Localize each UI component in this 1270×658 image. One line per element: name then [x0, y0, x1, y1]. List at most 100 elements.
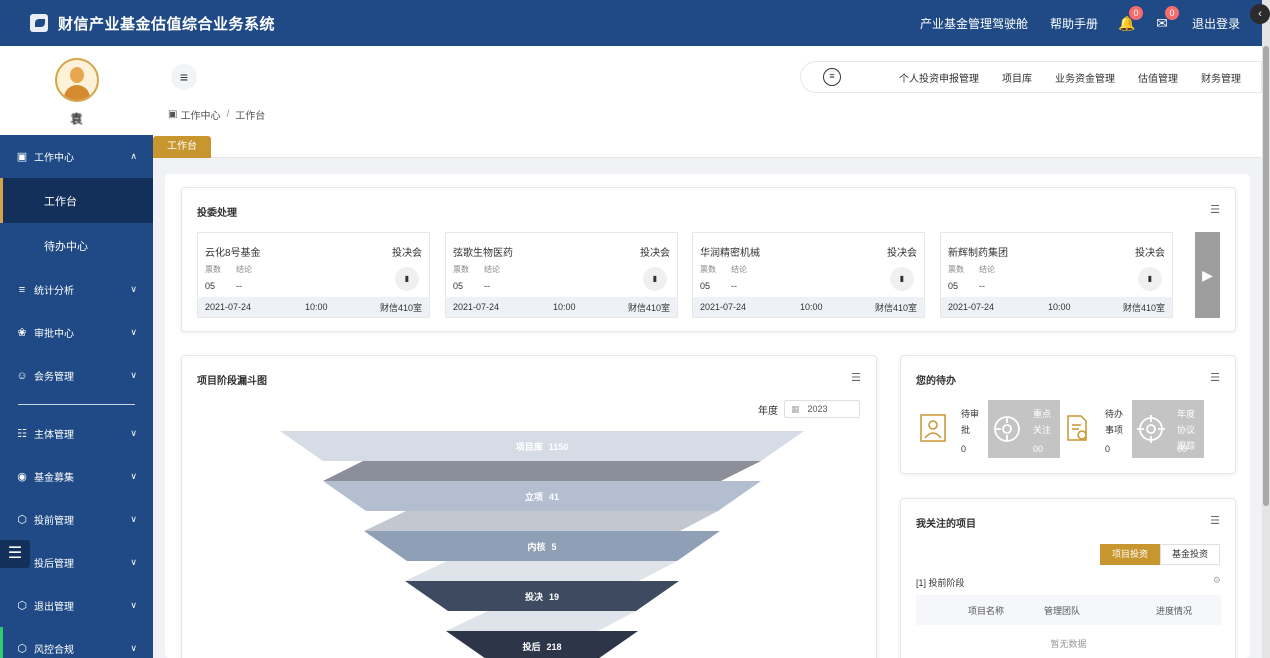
meeting-room: 财信410室 — [874, 302, 917, 313]
meeting-time: 10:00 — [1048, 302, 1071, 312]
breadcrumb-root[interactable]: 工作中心 — [180, 111, 221, 122]
topnav-link-3[interactable]: 估值管理 — [1138, 73, 1178, 85]
menu-circle-icon[interactable]: ≡ — [823, 68, 841, 86]
votes-label: 票数 — [453, 265, 469, 274]
doc-icon[interactable]: ▮ — [643, 267, 667, 291]
chevron-up-icon: ∧ — [130, 151, 137, 161]
todo-tile[interactable]: 待办事项 0 — [1060, 400, 1132, 458]
message-icon[interactable]: ✉ 0 — [1154, 6, 1179, 31]
sidebar-subitem-2[interactable]: 待办中心 — [0, 223, 153, 268]
sidebar-item-10[interactable]: ⬡ 退出管理 ∨ — [0, 584, 153, 627]
todo-tile[interactable]: 年度协议 跟踪 00 — [1132, 400, 1204, 458]
avatar[interactable] — [54, 58, 99, 102]
topnav-link-0[interactable]: 个人投资申报管理 — [899, 73, 979, 85]
meeting-card-item[interactable]: 新辉制药集团 投决会 票数 结论 05 -- ▮ 2021-07-24 10:00 财信410室 — [940, 232, 1173, 318]
sidebar-item-8[interactable]: ⬡ 投前管理 ∨ — [0, 498, 153, 541]
menu-toggle-icon[interactable]: ≡ — [171, 64, 197, 90]
page-scrollbar[interactable] — [1262, 0, 1270, 658]
todo-tile[interactable]: 重点关注 00 — [988, 400, 1060, 458]
chevron-down-icon: ∨ — [130, 284, 137, 294]
next-arrow-icon[interactable]: ▶ — [1195, 232, 1220, 318]
meeting-card-item[interactable]: 华润精密机械 投决会 票数 结论 05 -- ▮ 2021-07-24 10:00 财信410室 — [692, 232, 925, 318]
sidebar-item-11[interactable]: ⬡ 风控合规 ∨ — [0, 627, 153, 658]
meeting-date: 2021-07-24 — [700, 302, 747, 312]
chevron-down-icon: ∨ — [130, 370, 137, 380]
list-icon[interactable]: ☰ — [1210, 372, 1220, 384]
todo-card: 您的待办 ☰ 待审批 0 重点关注 00 待办事项 0 年度协议 跟踪 00 — [900, 355, 1236, 474]
funnel-stage[interactable] — [405, 581, 679, 611]
stage-label: [1] 投前阶段 — [916, 578, 965, 588]
col-project-name: 项目名称 — [968, 606, 1005, 616]
todo-value: 00 — [1177, 444, 1188, 454]
funnel-chart: 项目库 1150 立项 41 内核 5 投决 19 投后 218 — [280, 431, 804, 658]
watch-card: 我关注的项目 ☰ 项目投资 基金投资 [1] 投前阶段 ⚙ 项目名称 管理团队 … — [900, 498, 1236, 658]
meeting-time: 10:00 — [800, 302, 823, 312]
logout-link[interactable]: 退出登录 — [1191, 16, 1240, 31]
meeting-card-item[interactable]: 弦歌生物医药 投决会 票数 结论 05 -- ▮ 2021-07-24 10:00 财信410室 — [445, 232, 678, 318]
bell-badge: 0 — [1128, 6, 1143, 20]
list-icon[interactable]: ☰ — [1210, 204, 1220, 216]
funnel-category: 项目库 — [516, 441, 543, 452]
funnel-connector — [446, 611, 636, 631]
list-icon[interactable]: ☰ — [851, 372, 861, 384]
meeting-room: 财信410室 — [627, 302, 670, 313]
workbench-content: 投委处理 ☰ 云化8号基金 投决会 票数 结论 05 -- ▮ 2021-07-24 10:00… — [165, 174, 1250, 658]
breadcrumb-separator: / — [226, 109, 230, 120]
meeting-name: 华润精密机械 — [700, 248, 760, 259]
meeting-date: 2021-07-24 — [453, 302, 500, 312]
col-team: 管理团队 — [1044, 606, 1081, 616]
funnel-connector — [364, 511, 718, 531]
topnav-link-4[interactable]: 财务管理 — [1201, 73, 1241, 85]
cockpit-link[interactable]: 产业基金管理驾驶舱 — [919, 16, 1028, 31]
sidebar-item-6[interactable]: ☷ 主体管理 ∨ — [0, 412, 153, 455]
sidebar-item-7[interactable]: ◉ 基金募集 ∨ — [0, 455, 153, 498]
year-picker[interactable]: ▦ 2023 — [784, 400, 860, 418]
sidebar-item-3[interactable]: ≡ 统计分析 ∨ — [0, 268, 153, 311]
content-header: ≡ ≡ 个人投资申报管理 项目库 业务资金管理 估值管理 财务管理 ▣ 工作中心 / 工… — [153, 46, 1262, 158]
list-icon[interactable]: ☰ — [1210, 515, 1220, 527]
doc-icon[interactable]: ▮ — [890, 267, 914, 291]
funnel-label: 投决 19 — [525, 591, 559, 602]
doc-icon[interactable]: ▮ — [1138, 267, 1162, 291]
doc-icon[interactable]: ▮ — [395, 267, 419, 291]
todo-label: 重点关注 — [1033, 409, 1052, 435]
breadcrumb-current: 工作台 — [235, 111, 266, 122]
scrollbar-thumb[interactable] — [1263, 46, 1269, 506]
sidebar-item-5[interactable]: ☺ 会务管理 ∨ — [0, 354, 153, 397]
help-link[interactable]: 帮助手册 — [1049, 16, 1098, 31]
tab-strip: 工作台 — [153, 135, 1262, 158]
funnel-connector — [405, 561, 677, 581]
float-menu-icon[interactable]: ☰ — [0, 540, 30, 568]
cube-icon: ⬡ — [17, 600, 27, 612]
topnav-link-2[interactable]: 业务资金管理 — [1055, 73, 1115, 85]
sidebar-divider — [18, 404, 135, 405]
todo-label: 年度协议 跟踪 — [1177, 409, 1196, 451]
funnel-stage[interactable] — [280, 431, 804, 461]
conclusion-value: -- — [236, 281, 242, 291]
todo-tile[interactable]: 待审批 0 — [916, 400, 988, 458]
funnel-stage[interactable] — [323, 481, 761, 511]
funnel-category: 内核 — [527, 541, 545, 552]
funnel-stage[interactable] — [364, 531, 720, 561]
top-bar: 财信产业基金估值综合业务系统 产业基金管理驾驶舱 帮助手册 🔔 0 ✉ 0 退出登录 — [0, 0, 1262, 46]
sidebar-nav: ▣ 工作中心 ∧ 工作台 待办中心 ≡ 统计分析 ∨ ❀ 审批中心 ∨ ☺ 会务管理 ∨ ☷ 主体管理 ∨ ◉ 基金… — [0, 135, 153, 658]
votes-label: 票数 — [700, 265, 716, 274]
sidebar-item-0[interactable]: ▣ 工作中心 ∧ — [0, 135, 153, 178]
sidebar-subitem-1[interactable]: 工作台 — [0, 178, 153, 223]
chevron-left-icon[interactable]: ‹ — [1250, 4, 1270, 24]
meeting-card-item[interactable]: 云化8号基金 投决会 票数 结论 05 -- ▮ 2021-07-24 10:00 财信410室 — [197, 232, 430, 318]
seg-project-invest[interactable]: 项目投资 — [1100, 544, 1160, 565]
conclusion-value: -- — [731, 281, 737, 291]
seg-fund-invest[interactable]: 基金投资 — [1160, 544, 1220, 565]
topnav-link-1[interactable]: 项目库 — [1002, 73, 1032, 85]
app-logo — [30, 14, 48, 32]
year-label: 年度 — [758, 405, 778, 417]
cube-icon: ⬡ — [17, 514, 27, 526]
settings-icon[interactable]: ⚙ — [1212, 575, 1221, 585]
funnel-stage[interactable] — [446, 631, 638, 658]
funnel-label: 投后 218 — [522, 641, 561, 652]
tab-workbench[interactable]: 工作台 — [153, 136, 211, 158]
bell-icon[interactable]: 🔔 0 — [1118, 6, 1143, 31]
sidebar-item-4[interactable]: ❀ 审批中心 ∨ — [0, 311, 153, 354]
approver-icon — [920, 414, 946, 442]
